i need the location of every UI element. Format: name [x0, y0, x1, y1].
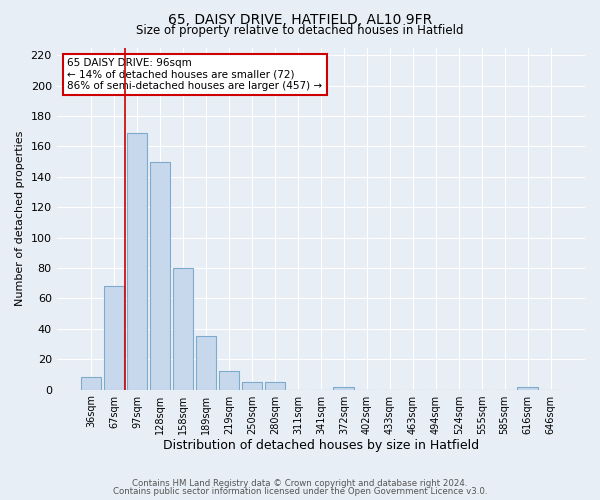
- Bar: [127, 132, 148, 390]
- Bar: [218, 372, 239, 390]
- Bar: [80, 378, 101, 390]
- X-axis label: Distribution of detached houses by size in Hatfield: Distribution of detached houses by size …: [163, 440, 479, 452]
- Bar: [265, 382, 285, 390]
- Bar: [242, 382, 262, 390]
- Text: 65 DAISY DRIVE: 96sqm
← 14% of detached houses are smaller (72)
86% of semi-deta: 65 DAISY DRIVE: 96sqm ← 14% of detached …: [67, 58, 322, 91]
- Bar: [173, 268, 193, 390]
- Bar: [517, 386, 538, 390]
- Text: Contains public sector information licensed under the Open Government Licence v3: Contains public sector information licen…: [113, 488, 487, 496]
- Bar: [334, 386, 354, 390]
- Text: Size of property relative to detached houses in Hatfield: Size of property relative to detached ho…: [136, 24, 464, 37]
- Bar: [149, 162, 170, 390]
- Bar: [104, 286, 124, 390]
- Text: 65, DAISY DRIVE, HATFIELD, AL10 9FR: 65, DAISY DRIVE, HATFIELD, AL10 9FR: [168, 12, 432, 26]
- Y-axis label: Number of detached properties: Number of detached properties: [15, 131, 25, 306]
- Bar: [196, 336, 216, 390]
- Text: Contains HM Land Registry data © Crown copyright and database right 2024.: Contains HM Land Registry data © Crown c…: [132, 478, 468, 488]
